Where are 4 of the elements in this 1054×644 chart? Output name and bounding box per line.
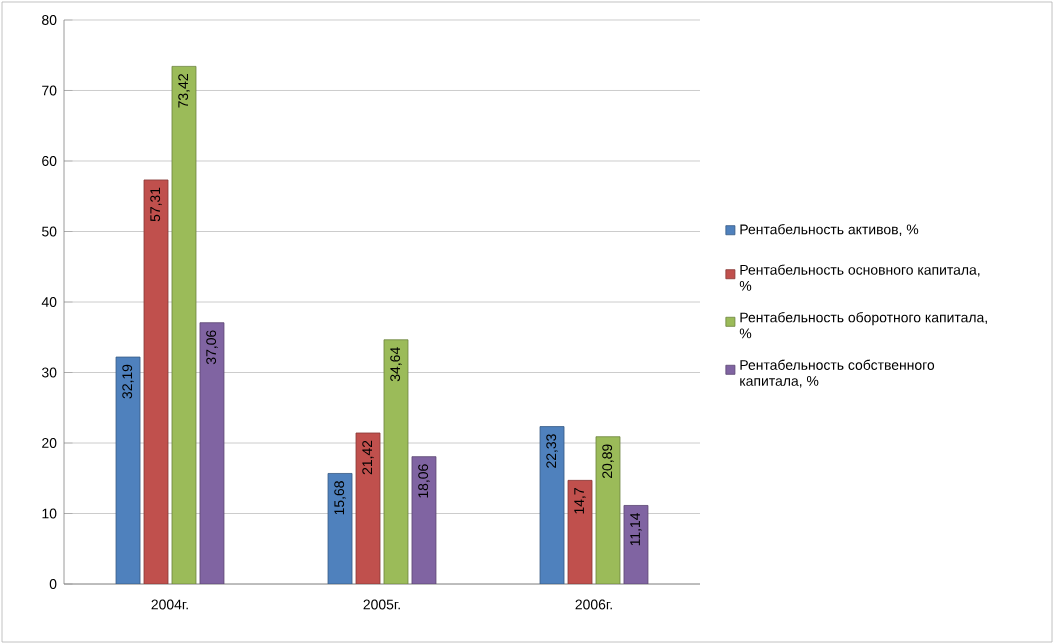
bar xyxy=(383,339,409,584)
bar xyxy=(143,179,169,584)
bar xyxy=(171,65,197,584)
bar xyxy=(199,322,225,584)
